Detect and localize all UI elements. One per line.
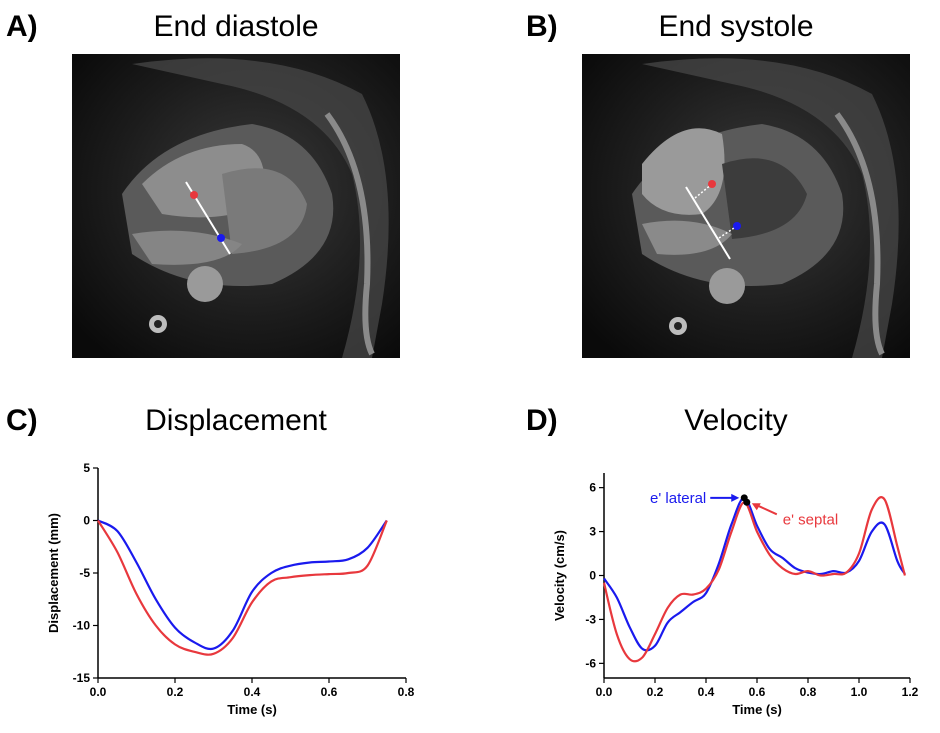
blue-series-line <box>97 519 388 651</box>
x-tick-label: 0.6 <box>749 685 766 699</box>
x-tick-label: 0.0 <box>90 685 107 699</box>
x-tick-label: 1.0 <box>851 685 868 699</box>
y-tick-label: -15 <box>73 671 91 685</box>
e-septal-label: e' septal <box>783 511 838 528</box>
e-septal-arrow-head <box>751 503 761 511</box>
red-series-line <box>97 519 388 656</box>
velocity-chart: 0.0 0.2 0.4 0.6 0.8 1.0 1.2 6 3 0 -3 -6 Time (s) Velo… <box>552 473 919 717</box>
y-tick-label: 3 <box>589 525 596 539</box>
panel-c-letter: C) <box>6 404 38 437</box>
x-tick-label: 0.6 <box>321 685 338 699</box>
y-tick-label: 6 <box>589 481 596 495</box>
x-tick-label: 0.4 <box>698 685 715 699</box>
displacement-chart: 0.0 0.2 0.4 0.6 0.8 5 0 -5 -10 -15 Time (s) Displac… <box>46 461 415 717</box>
e-lateral-arrow-head <box>731 493 740 502</box>
x-tick-label: 0.4 <box>244 685 261 699</box>
x-tick-label: 0.8 <box>398 685 415 699</box>
x-tick-label: 1.2 <box>902 685 919 699</box>
mri-end-systole-image <box>582 54 910 358</box>
y-axis-label: Displacement (mm) <box>46 513 61 633</box>
y-tick-label: -3 <box>585 612 596 626</box>
x-tick-label: 0.0 <box>596 685 613 699</box>
blue-series-line <box>603 496 906 652</box>
x-tick-label: 0.2 <box>647 685 664 699</box>
x-axis-label: Time (s) <box>227 702 277 717</box>
panel-c-title: Displacement <box>145 404 327 437</box>
y-axis-label: Velocity (cm/s) <box>552 530 567 621</box>
panel-b-letter: B) <box>526 10 558 43</box>
mri-end-diastole-image <box>72 54 400 358</box>
x-tick-label: 0.2 <box>167 685 184 699</box>
y-tick-label: 5 <box>83 461 90 475</box>
e-septal-peak-marker <box>743 498 751 506</box>
y-tick-label: 0 <box>589 569 596 583</box>
panel-d-title: Velocity <box>684 404 788 437</box>
x-axis-label: Time (s) <box>732 702 782 717</box>
y-tick-label: 0 <box>83 514 90 528</box>
y-tick-label: -6 <box>585 656 596 670</box>
y-tick-label: -10 <box>73 619 91 633</box>
x-tick-label: 0.8 <box>800 685 817 699</box>
panel-a-title: End diastole <box>153 10 319 43</box>
e-lateral-label: e' lateral <box>650 490 706 507</box>
red-series-line <box>602 496 906 663</box>
y-tick-label: -5 <box>79 566 90 580</box>
panel-d-letter: D) <box>526 404 558 437</box>
panel-a-letter: A) <box>6 10 38 43</box>
panel-b-title: End systole <box>658 10 814 43</box>
